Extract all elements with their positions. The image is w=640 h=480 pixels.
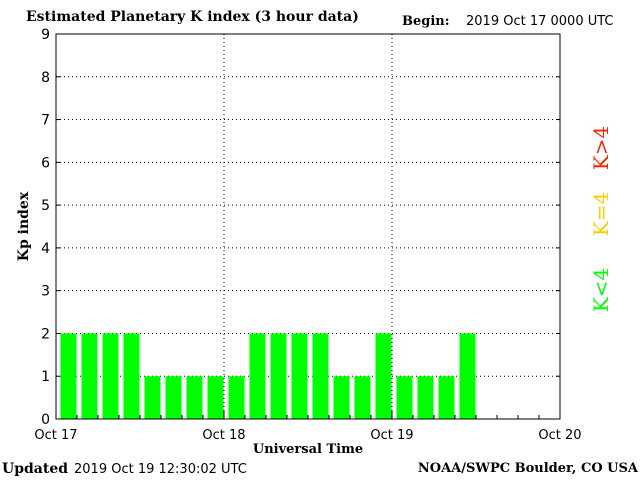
kp-bar — [417, 376, 434, 419]
chart-title: Estimated Planetary K index (3 hour data… — [26, 9, 359, 25]
kp-bar — [81, 333, 98, 419]
kp-bar — [186, 376, 203, 419]
x-tick-label: Oct 17 — [34, 428, 77, 443]
x-tick-label: Oct 18 — [202, 428, 245, 443]
y-tick-label: 3 — [41, 284, 50, 300]
x-tick-label: Oct 20 — [538, 428, 581, 443]
kp-bar — [228, 376, 245, 419]
kp-bar — [291, 333, 308, 419]
credit-text: NOAA/SWPC Boulder, CO USA — [417, 461, 638, 476]
kp-bar — [396, 376, 413, 419]
y-tick-label: 0 — [41, 412, 50, 428]
kp-bar — [312, 333, 329, 419]
kp-bar — [123, 333, 140, 419]
updated-label: Updated — [2, 461, 69, 477]
kp-bar — [207, 376, 224, 419]
updated-value: 2019 Oct 19 12:30:02 UTC — [74, 462, 247, 477]
bar-series — [60, 333, 476, 419]
y-tick-label: 6 — [41, 155, 50, 171]
kp-bar — [354, 376, 371, 419]
kp-bar — [270, 333, 287, 419]
kp-bar — [249, 333, 266, 419]
k-level-legend: K<4 K=4 K>4 — [589, 126, 613, 312]
kp-bar — [102, 333, 119, 419]
legend-k-equals-4: K=4 — [589, 192, 613, 236]
kp-bar — [459, 333, 476, 419]
y-axis-label: Kp index — [16, 191, 32, 261]
x-axis-label: Universal Time — [253, 442, 363, 457]
y-tick-labels: 0 1 2 3 4 5 6 7 8 9 — [41, 27, 50, 428]
x-tick-label: Oct 19 — [370, 428, 413, 443]
grid-lines — [56, 34, 560, 419]
y-tick-label: 5 — [41, 198, 50, 214]
kp-bar — [144, 376, 161, 419]
legend-k-above-4: K>4 — [589, 126, 613, 170]
y-tick-label: 7 — [41, 113, 50, 129]
axis-ticks — [55, 33, 561, 420]
begin-label: Begin: — [402, 14, 450, 29]
kp-bar — [438, 376, 455, 419]
y-tick-label: 2 — [41, 326, 50, 342]
y-tick-label: 8 — [41, 70, 50, 86]
y-tick-label: 4 — [41, 241, 50, 257]
kp-bar — [60, 333, 77, 419]
legend-k-below-4: K<4 — [589, 268, 613, 312]
y-tick-label: 9 — [41, 27, 50, 43]
y-tick-label: 1 — [41, 369, 50, 385]
x-tick-labels: Oct 17 Oct 18 Oct 19 Oct 20 — [34, 428, 581, 443]
kp-bar — [375, 333, 392, 419]
kp-bar — [333, 376, 350, 419]
begin-value: 2019 Oct 17 0000 UTC — [466, 14, 614, 29]
kp-bar — [165, 376, 182, 419]
